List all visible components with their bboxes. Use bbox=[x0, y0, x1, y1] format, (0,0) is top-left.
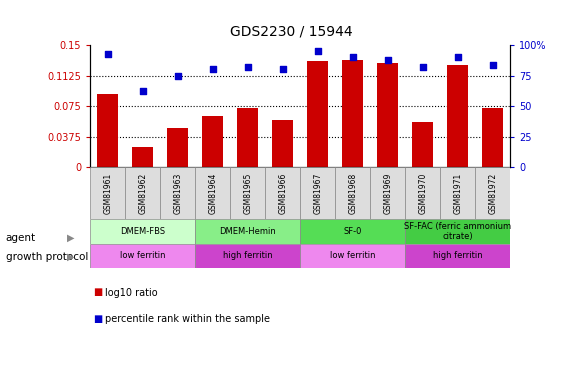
Text: GSM81969: GSM81969 bbox=[383, 172, 392, 214]
Bar bbox=[90, 167, 125, 219]
Bar bbox=[300, 219, 405, 244]
Text: GSM81964: GSM81964 bbox=[208, 172, 217, 214]
Bar bbox=[300, 244, 405, 268]
Bar bbox=[90, 219, 195, 244]
Text: GSM81961: GSM81961 bbox=[103, 172, 113, 213]
Text: ▶: ▶ bbox=[67, 252, 75, 262]
Bar bbox=[132, 147, 153, 167]
Bar bbox=[412, 122, 433, 167]
Text: ■: ■ bbox=[93, 314, 103, 324]
Text: DMEM-FBS: DMEM-FBS bbox=[120, 227, 166, 236]
Bar bbox=[405, 167, 440, 219]
Bar bbox=[237, 108, 258, 167]
Text: high ferritin: high ferritin bbox=[433, 251, 483, 260]
Point bbox=[418, 64, 427, 70]
Bar bbox=[195, 244, 300, 268]
Bar bbox=[342, 60, 363, 167]
Bar bbox=[307, 61, 328, 167]
Bar bbox=[167, 128, 188, 167]
Text: SF-FAC (ferric ammonium
citrate): SF-FAC (ferric ammonium citrate) bbox=[404, 222, 511, 241]
Bar bbox=[300, 167, 335, 219]
Point bbox=[243, 64, 252, 70]
Point bbox=[488, 62, 497, 68]
Point bbox=[383, 57, 392, 63]
Text: GSM81971: GSM81971 bbox=[453, 172, 462, 213]
Bar bbox=[195, 219, 300, 244]
Bar bbox=[370, 167, 405, 219]
Text: GSM81962: GSM81962 bbox=[138, 172, 147, 213]
Point bbox=[173, 72, 182, 78]
Bar bbox=[377, 63, 398, 167]
Point bbox=[278, 66, 287, 72]
Text: ■: ■ bbox=[93, 288, 103, 297]
Bar bbox=[90, 244, 195, 268]
Bar bbox=[195, 167, 230, 219]
Point bbox=[348, 54, 357, 60]
Bar bbox=[475, 167, 510, 219]
Point bbox=[313, 48, 322, 54]
Bar bbox=[230, 167, 265, 219]
Point bbox=[453, 54, 462, 60]
Bar bbox=[265, 167, 300, 219]
Text: GSM81965: GSM81965 bbox=[243, 172, 252, 214]
Bar bbox=[202, 116, 223, 167]
Bar bbox=[440, 167, 475, 219]
Text: low ferritin: low ferritin bbox=[120, 251, 166, 260]
Point bbox=[138, 88, 147, 94]
Bar bbox=[405, 219, 510, 244]
Text: growth protocol: growth protocol bbox=[6, 252, 88, 262]
Text: GSM81966: GSM81966 bbox=[278, 172, 287, 214]
Bar bbox=[272, 120, 293, 167]
Bar bbox=[405, 244, 510, 268]
Bar bbox=[482, 108, 503, 167]
Bar bbox=[447, 65, 468, 167]
Text: low ferritin: low ferritin bbox=[330, 251, 375, 260]
Text: percentile rank within the sample: percentile rank within the sample bbox=[105, 314, 270, 324]
Text: GSM81972: GSM81972 bbox=[488, 172, 497, 213]
Point bbox=[208, 66, 217, 72]
Text: high ferritin: high ferritin bbox=[223, 251, 273, 260]
Bar bbox=[125, 167, 160, 219]
Bar bbox=[97, 94, 118, 167]
Text: GDS2230 / 15944: GDS2230 / 15944 bbox=[230, 24, 353, 38]
Point bbox=[103, 51, 113, 57]
Text: GSM81970: GSM81970 bbox=[418, 172, 427, 214]
Text: log10 ratio: log10 ratio bbox=[105, 288, 157, 297]
Text: ▶: ▶ bbox=[67, 233, 75, 243]
Bar bbox=[335, 167, 370, 219]
Text: agent: agent bbox=[6, 233, 36, 243]
Bar bbox=[160, 167, 195, 219]
Text: SF-0: SF-0 bbox=[343, 227, 362, 236]
Text: DMEM-Hemin: DMEM-Hemin bbox=[219, 227, 276, 236]
Text: GSM81967: GSM81967 bbox=[313, 172, 322, 214]
Text: GSM81968: GSM81968 bbox=[348, 172, 357, 213]
Text: GSM81963: GSM81963 bbox=[173, 172, 182, 214]
